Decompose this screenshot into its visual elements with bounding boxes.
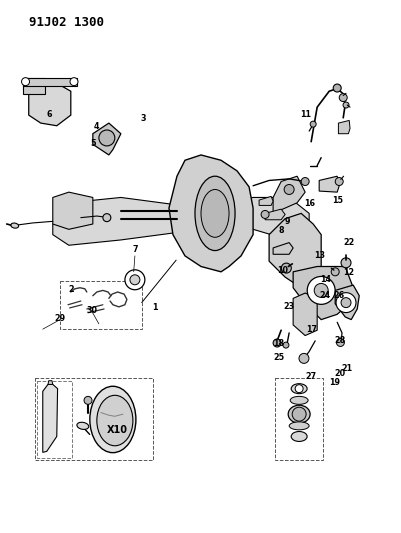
Text: 22: 22 — [343, 238, 354, 247]
Polygon shape — [28, 83, 71, 126]
Polygon shape — [318, 176, 338, 192]
Ellipse shape — [11, 223, 18, 228]
Circle shape — [314, 284, 327, 297]
Text: 27: 27 — [305, 373, 316, 382]
Text: 8: 8 — [277, 226, 283, 235]
Polygon shape — [292, 266, 352, 320]
Circle shape — [310, 121, 315, 127]
Ellipse shape — [290, 397, 307, 405]
Circle shape — [130, 275, 140, 285]
Circle shape — [272, 339, 280, 347]
Circle shape — [300, 177, 308, 185]
Text: 6: 6 — [46, 110, 51, 118]
Text: 19: 19 — [328, 378, 339, 387]
Circle shape — [292, 407, 306, 421]
Ellipse shape — [77, 422, 89, 430]
Text: 28: 28 — [334, 336, 345, 345]
Text: 1: 1 — [152, 303, 157, 312]
Polygon shape — [272, 243, 292, 254]
Circle shape — [261, 211, 268, 219]
Circle shape — [330, 268, 338, 276]
Text: 17: 17 — [305, 325, 316, 334]
Ellipse shape — [290, 384, 306, 394]
Bar — [34, 378, 152, 461]
Circle shape — [22, 78, 29, 86]
Polygon shape — [268, 213, 320, 293]
Circle shape — [84, 397, 92, 405]
Polygon shape — [23, 78, 45, 94]
Text: 21: 21 — [341, 364, 352, 373]
Ellipse shape — [194, 176, 235, 251]
Text: 20: 20 — [334, 369, 345, 378]
Circle shape — [103, 214, 111, 222]
Polygon shape — [338, 120, 349, 134]
Circle shape — [282, 342, 288, 348]
Circle shape — [125, 270, 144, 290]
Circle shape — [306, 277, 334, 304]
Circle shape — [336, 338, 344, 346]
Polygon shape — [23, 78, 77, 86]
Circle shape — [335, 293, 355, 312]
Polygon shape — [221, 197, 308, 240]
Polygon shape — [48, 381, 53, 384]
Circle shape — [342, 102, 348, 108]
Circle shape — [294, 385, 302, 393]
Circle shape — [338, 94, 346, 102]
Text: 91J02 1300: 91J02 1300 — [28, 16, 103, 29]
Ellipse shape — [288, 405, 309, 423]
Polygon shape — [264, 209, 284, 220]
Polygon shape — [292, 293, 316, 336]
Text: X10: X10 — [107, 425, 128, 435]
Polygon shape — [334, 285, 358, 320]
Text: 2: 2 — [68, 285, 73, 294]
Circle shape — [334, 177, 342, 185]
Text: 14: 14 — [320, 274, 331, 284]
Ellipse shape — [288, 422, 308, 430]
Circle shape — [70, 78, 78, 86]
Ellipse shape — [290, 432, 306, 441]
Text: 13: 13 — [313, 252, 324, 261]
Text: 11: 11 — [299, 110, 310, 118]
Bar — [60, 281, 142, 329]
Text: 12: 12 — [342, 269, 353, 277]
Polygon shape — [53, 192, 93, 229]
Text: 23: 23 — [283, 302, 294, 311]
Text: 18: 18 — [272, 339, 283, 348]
Text: 7: 7 — [132, 245, 137, 254]
Polygon shape — [43, 384, 57, 453]
Text: 16: 16 — [303, 199, 314, 208]
Circle shape — [284, 184, 294, 195]
Bar — [36, 381, 72, 458]
Circle shape — [340, 297, 350, 308]
Text: 9: 9 — [284, 217, 289, 227]
Text: 4: 4 — [94, 122, 99, 131]
Ellipse shape — [97, 395, 133, 446]
Text: 10: 10 — [277, 266, 288, 275]
Circle shape — [298, 353, 308, 364]
Text: 29: 29 — [54, 314, 65, 323]
Circle shape — [332, 84, 340, 92]
Text: 26: 26 — [333, 290, 344, 300]
Text: 3: 3 — [140, 115, 145, 123]
Text: 24: 24 — [319, 290, 330, 300]
Ellipse shape — [89, 386, 136, 453]
Bar — [274, 378, 322, 461]
Polygon shape — [272, 176, 304, 213]
Text: 25: 25 — [273, 353, 284, 362]
Circle shape — [281, 263, 291, 273]
Circle shape — [340, 258, 350, 268]
Text: 5: 5 — [90, 139, 95, 148]
Text: 15: 15 — [331, 196, 342, 205]
Text: 30: 30 — [86, 305, 97, 314]
Polygon shape — [168, 155, 253, 272]
Polygon shape — [53, 197, 200, 245]
Circle shape — [99, 130, 115, 146]
Polygon shape — [258, 196, 272, 205]
Ellipse shape — [200, 190, 229, 237]
Polygon shape — [93, 123, 121, 155]
